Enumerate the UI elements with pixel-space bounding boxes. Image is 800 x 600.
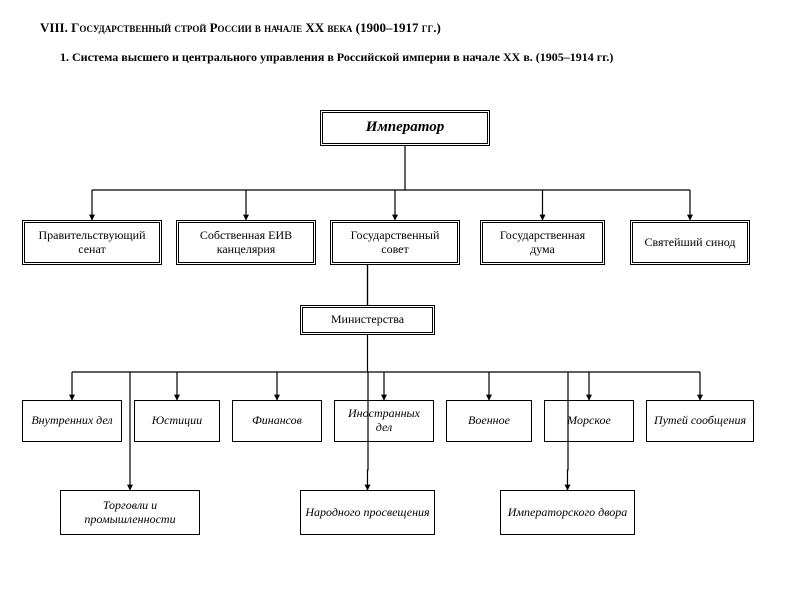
- node-chancery: Собственная ЕИВ канцелярия: [176, 220, 316, 265]
- node-trade: Торговли и промышленности: [60, 490, 200, 535]
- node-navy: Морское: [544, 400, 634, 442]
- node-mvd: Внутренних дел: [22, 400, 122, 442]
- node-war: Военное: [446, 400, 532, 442]
- page-title: VIII. Государственный строй России в нач…: [40, 20, 441, 36]
- page-subtitle: 1. Система высшего и центрального управл…: [60, 50, 613, 65]
- node-court: Императорского двора: [500, 490, 635, 535]
- node-transport: Путей сообщения: [646, 400, 754, 442]
- node-justice: Юстиции: [134, 400, 220, 442]
- node-synod: Святейший синод: [630, 220, 750, 265]
- node-foreign: Иностранных дел: [334, 400, 434, 442]
- node-senate: Правительствующий сенат: [22, 220, 162, 265]
- node-education: Народного просвещения: [300, 490, 435, 535]
- node-duma: Государственная дума: [480, 220, 605, 265]
- node-ministries: Министерства: [300, 305, 435, 335]
- node-council: Государственный совет: [330, 220, 460, 265]
- node-emperor: Император: [320, 110, 490, 146]
- node-finance: Финансов: [232, 400, 322, 442]
